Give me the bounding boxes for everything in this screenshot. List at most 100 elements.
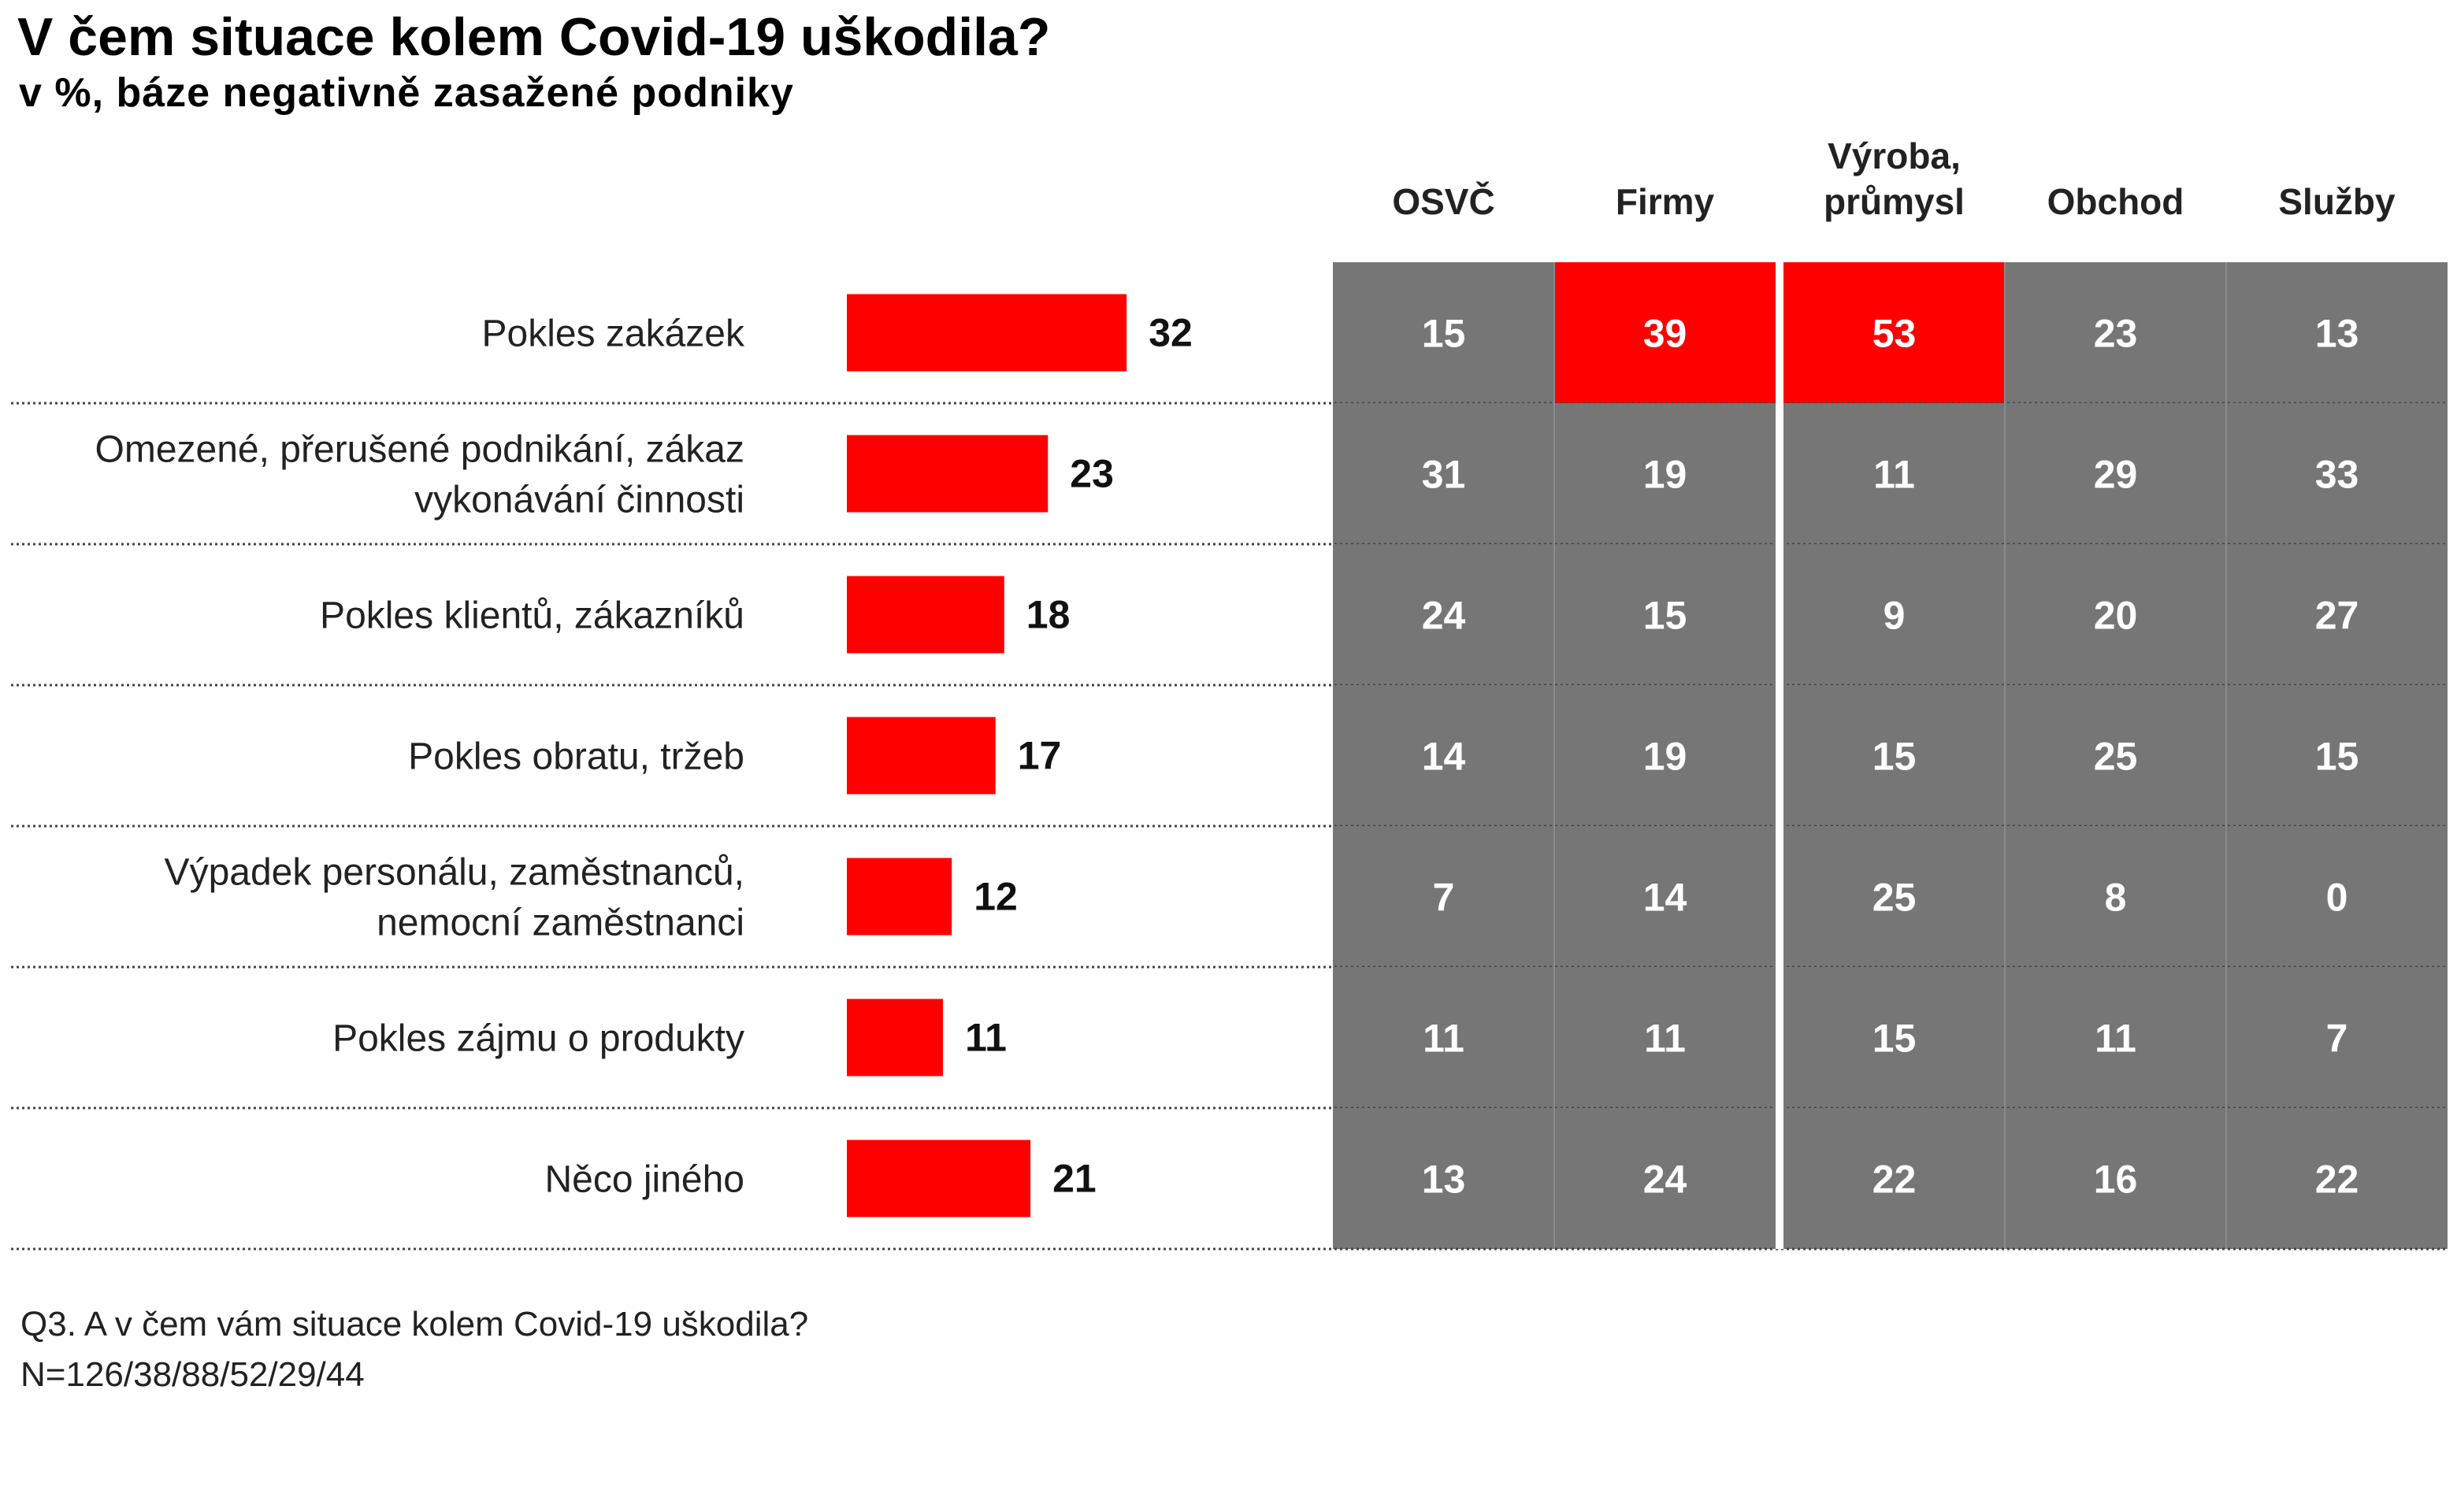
table-cell: [1783, 1108, 2005, 1249]
table-cell: [1333, 544, 1554, 685]
category-label: vykonávání činnosti: [414, 480, 744, 521]
table-cell: [2226, 1108, 2448, 1249]
bar-value-label: 12: [974, 875, 1018, 919]
table-cell: [2226, 403, 2448, 544]
bar: [847, 435, 1048, 513]
table-cell-value: 24: [1643, 1158, 1687, 1202]
table-cell: [1554, 967, 1776, 1108]
table-cell: [1554, 403, 1776, 544]
column-header-label: Firmy: [1616, 181, 1715, 222]
category-label: Pokles zájmu o produkty: [332, 1018, 744, 1060]
table-cell: [1333, 1108, 1554, 1249]
chart-subtitle: v %, báze negativně zasažené podniky: [19, 70, 794, 116]
table-cell: [1783, 685, 2005, 826]
table-cell: [1554, 826, 1776, 967]
bar: [847, 294, 1127, 372]
table-cell: [1783, 544, 2005, 685]
table-cell: [1783, 262, 2005, 403]
category-label: nemocní zaměstnanci: [377, 902, 744, 944]
table-cell: [1333, 685, 1554, 826]
table-cell-value: 15: [1872, 735, 1917, 779]
table-cell-value: 19: [1643, 453, 1687, 497]
bar: [847, 717, 996, 795]
table-cell-value: 7: [2326, 1017, 2348, 1061]
table-cell-value: 7: [1433, 876, 1455, 920]
table-cell-value: 22: [2315, 1158, 2359, 1202]
table-cell: [2005, 544, 2226, 685]
table-cell-value: 8: [2105, 876, 2127, 920]
table-cell-value: 11: [1873, 453, 1915, 497]
table-cell: [2005, 685, 2226, 826]
table-cell-value: 13: [2315, 312, 2359, 356]
table-cell: [1783, 403, 2005, 544]
table-cell-value: 11: [2095, 1017, 2136, 1061]
table-cell: [2226, 967, 2448, 1108]
table-cell-value: 24: [1422, 594, 1466, 638]
table-cell-value: 19: [1643, 735, 1687, 779]
bar: [847, 858, 952, 936]
table-cell-value: 0: [2326, 876, 2348, 920]
column-header-label: Výroba,: [1828, 135, 1961, 176]
table-cell: [2005, 826, 2226, 967]
table-cell-value: 29: [2094, 453, 2138, 497]
table-cell-value: 15: [2315, 735, 2359, 779]
bar-value-label: 21: [1052, 1157, 1097, 1201]
bar-value-label: 18: [1026, 593, 1071, 637]
table-cell-value: 27: [2315, 594, 2359, 638]
chart-area: OSVČ Firmy Výroba, průmysl Obchod Služby Pokle…: [11, 135, 2448, 1251]
column-header-label: průmysl: [1824, 181, 1965, 222]
table-cell-value: 20: [2094, 594, 2138, 638]
category-label: Pokles zakázek: [482, 313, 745, 355]
table-cell-value: 22: [1872, 1158, 1917, 1202]
column-header-label: Obchod: [2047, 181, 2184, 222]
column-header-label: Služby: [2278, 181, 2396, 222]
table-cell-value: 16: [2094, 1158, 2138, 1202]
table-cell-value: 9: [1884, 594, 1906, 638]
column-header-label: OSVČ: [1392, 181, 1494, 222]
table-cell-value: 11: [1423, 1017, 1464, 1061]
table-cell-value: 14: [1422, 735, 1466, 779]
footer-question: Q3. A v čem vám situace kolem Covid-19 u…: [20, 1305, 809, 1343]
footer-sample-size: N=126/38/88/52/29/44: [20, 1355, 365, 1394]
bar-value-label: 11: [965, 1016, 1007, 1060]
table-cell: [1783, 826, 2005, 967]
category-label: Pokles obratu, tržeb: [408, 736, 744, 778]
table-cell: [1554, 262, 1776, 403]
table-cell-value: 15: [1643, 594, 1687, 638]
category-label: Výpadek personálu, zaměstnanců,: [165, 852, 744, 894]
table-cell: [2226, 826, 2448, 967]
table-cell: [1333, 967, 1554, 1108]
table-cell-value: 15: [1422, 312, 1466, 356]
category-label: Něco jiného: [545, 1159, 745, 1201]
table-cell: [2005, 262, 2226, 403]
category-label: Omezené, přerušené podnikání, zákaz: [95, 429, 744, 471]
chart-title: V čem situace kolem Covid-19 uškodila?: [17, 7, 1051, 67]
table-cell-value: 31: [1422, 453, 1466, 497]
table-cell-value: 15: [1872, 1017, 1917, 1061]
bar: [847, 999, 944, 1077]
table-cell-value: 25: [1872, 876, 1917, 920]
table-cell-value: 33: [2315, 453, 2359, 497]
table-group-gap: [1776, 262, 1783, 1249]
table-cell-value: 39: [1643, 312, 1687, 356]
table-cell: [2226, 544, 2448, 685]
table-cell: [1333, 826, 1554, 967]
table-cell: [1783, 967, 2005, 1108]
table-cell-value: 11: [1644, 1017, 1686, 1061]
bar-value-label: 23: [1070, 452, 1114, 496]
bar-value-label: 17: [1018, 734, 1062, 778]
category-label: Pokles klientů, zákazníků: [320, 595, 744, 637]
table-cell: [2226, 685, 2448, 826]
bar: [847, 1140, 1031, 1217]
table-cell-value: 14: [1643, 876, 1687, 920]
table-cell: [1554, 685, 1776, 826]
table-cell: [2226, 262, 2448, 403]
table-cell: [1333, 262, 1554, 403]
table-cell-value: 53: [1872, 312, 1917, 356]
table-cell: [2005, 403, 2226, 544]
table-cell: [1554, 544, 1776, 685]
table-cell: [1554, 1108, 1776, 1249]
bar-value-label: 32: [1149, 311, 1193, 355]
table-cell: [2005, 1108, 2226, 1249]
table-cell: [2005, 967, 2226, 1108]
